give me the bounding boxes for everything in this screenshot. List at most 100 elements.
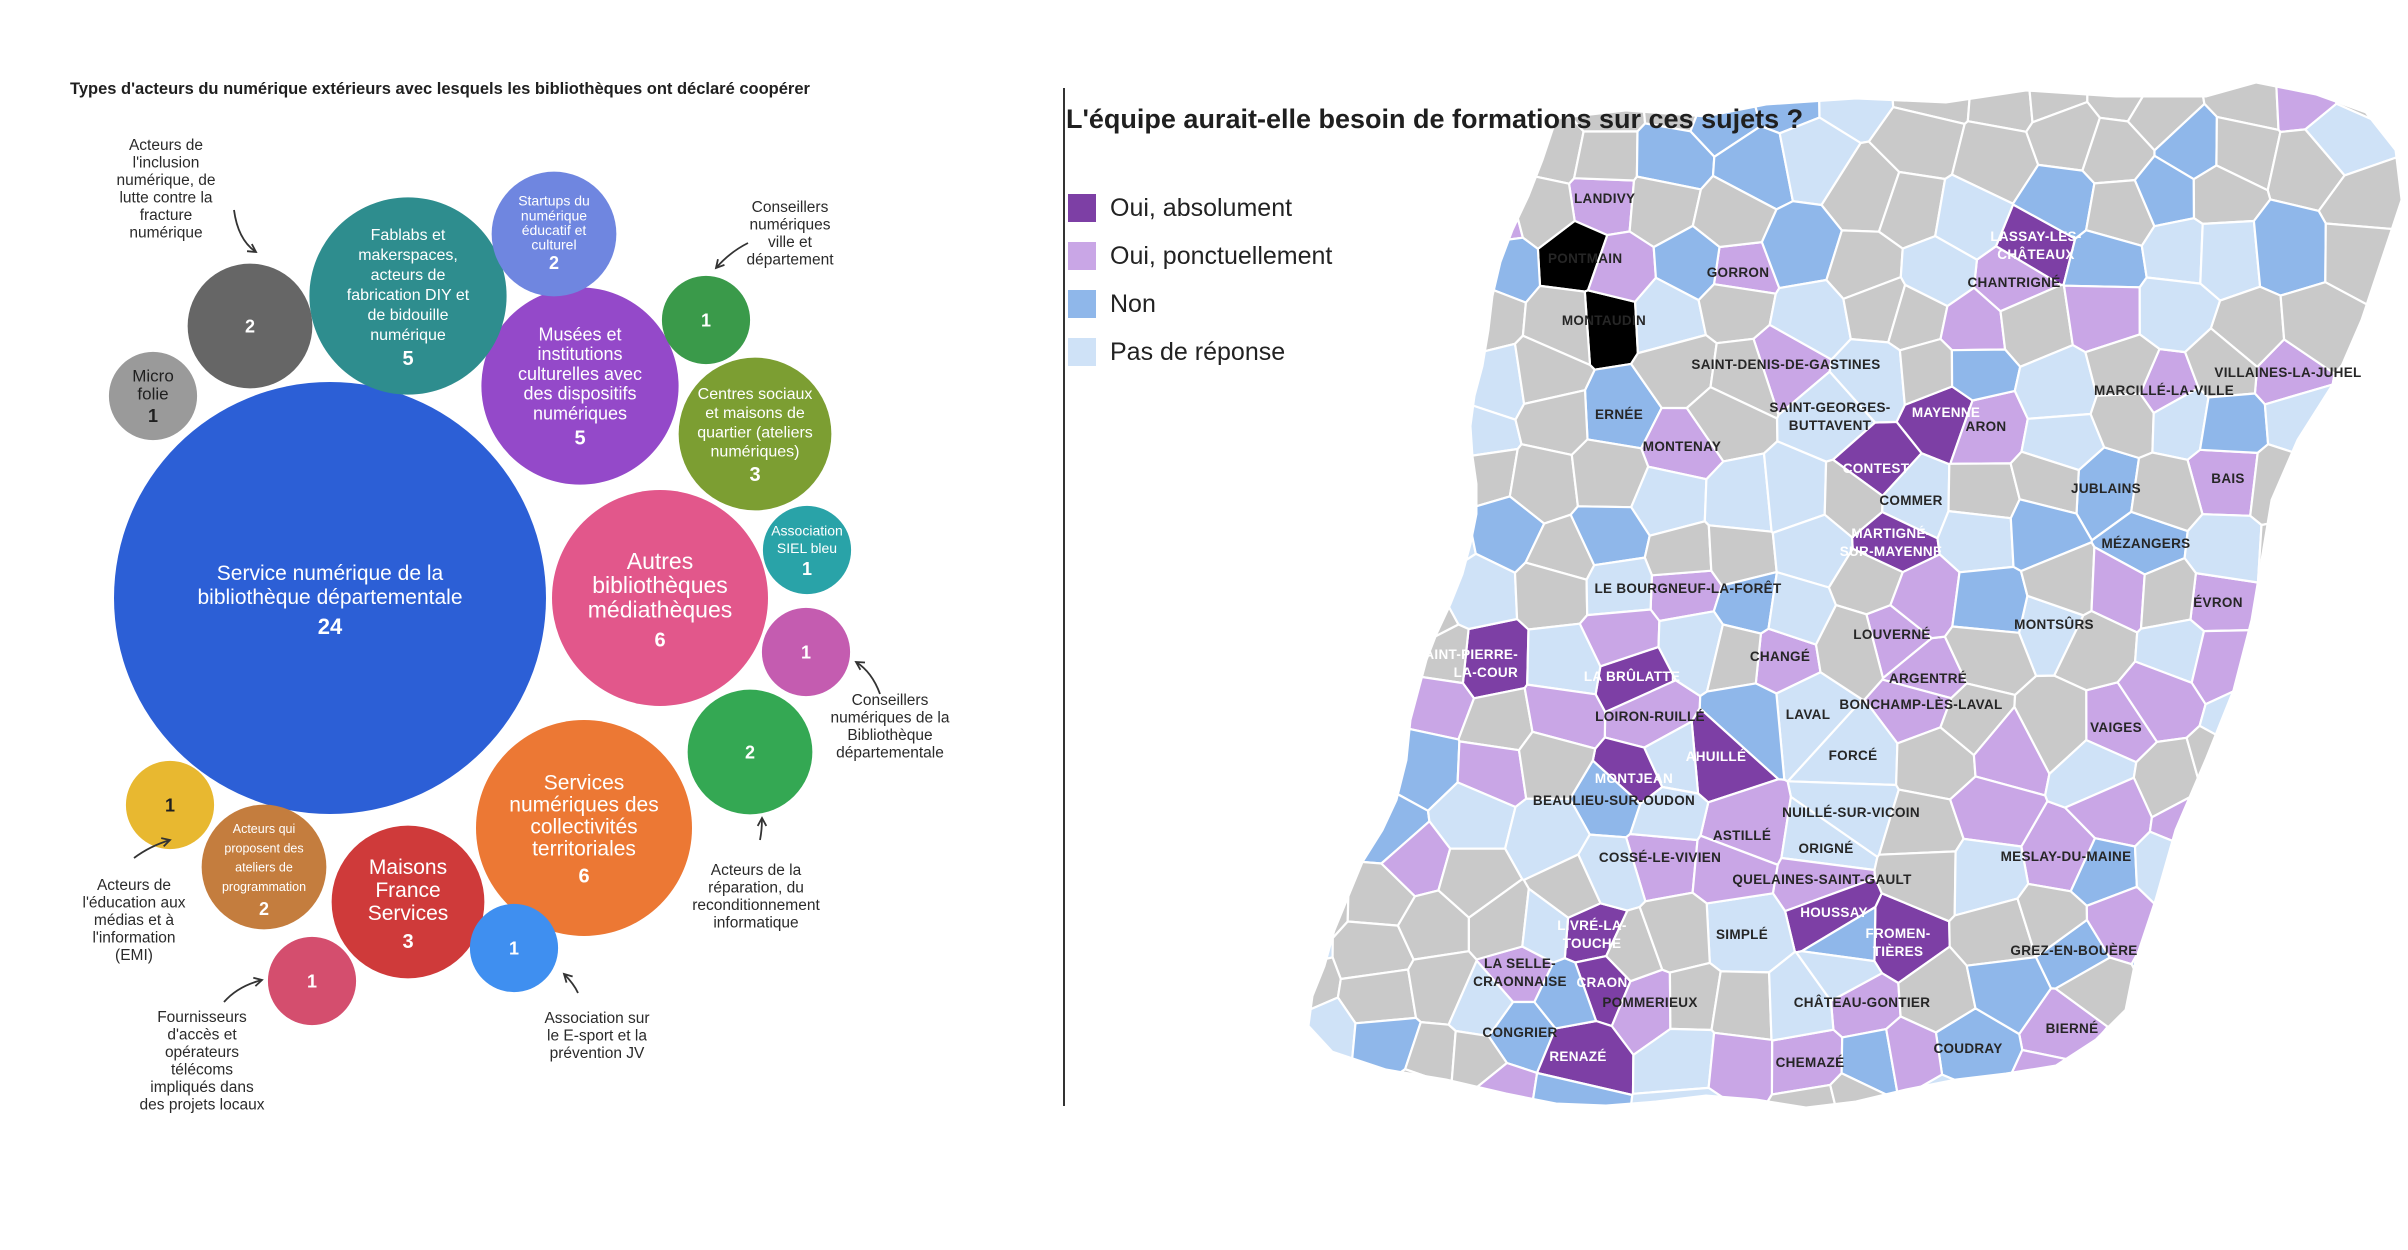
annotation-arrowhead	[253, 976, 264, 987]
bubble-label: SIEL bleu	[777, 540, 837, 556]
map-cell	[1319, 384, 1389, 463]
bubble-circle	[114, 382, 546, 814]
map-cell	[2256, 515, 2333, 613]
commune-label: VAIGES	[2090, 720, 2142, 735]
map-cell	[2325, 965, 2402, 1038]
map-cell	[1627, 1086, 1759, 1108]
annotation-arrow	[133, 839, 171, 859]
annotation-label: numérique	[129, 225, 202, 242]
commune-label: LE BOURGNEUF-LA-FORÊT	[1594, 581, 1781, 596]
annotation-label: Fournisseurs	[157, 1009, 247, 1026]
bubble-label: institutions	[537, 344, 622, 364]
commune-label: LA BRÛLATTE	[1584, 669, 1680, 684]
map-cell	[1389, 464, 1471, 534]
commune-label: MONTENAY	[1643, 439, 1721, 454]
map-cell	[1330, 185, 1396, 244]
map-cell	[1340, 612, 1405, 694]
legend-label: Non	[1110, 289, 1156, 318]
bubble-value: 5	[402, 348, 413, 370]
commune-label: GREZ-EN-BOUÈRE	[2010, 943, 2137, 958]
map-cell	[2139, 556, 2198, 630]
map-cell	[2084, 333, 2161, 397]
bubble-circle	[661, 275, 751, 365]
annotation-label: prévention JV	[550, 1045, 645, 1062]
bubble-value: 1	[307, 971, 317, 991]
bubble: Centres sociaux et maisons de quartier (at…	[678, 357, 832, 511]
legend-swatch	[1068, 338, 1096, 366]
map-cell	[1308, 378, 1345, 456]
annotation-arrow	[233, 209, 257, 253]
map-cell	[1466, 236, 1542, 304]
bubble-value: 3	[749, 464, 760, 486]
annotation-label: impliqués dans	[150, 1079, 254, 1096]
map-cell	[1334, 731, 1393, 819]
commune-label: MONTSÛRS	[2014, 617, 2094, 632]
map-cell	[2312, 848, 2402, 922]
map-cell	[2243, 971, 2329, 1055]
annotation-label: télécoms	[171, 1062, 233, 1079]
bubble: 1	[125, 760, 215, 850]
commune-label: FORCÉ	[1829, 748, 1878, 763]
commune-label: MAYENNE	[1912, 405, 1980, 420]
bubble-label: Maisons	[369, 856, 447, 879]
map-cell	[1308, 632, 1346, 691]
legend-label: Oui, ponctuellement	[1110, 241, 1333, 270]
map-cell	[2332, 1059, 2402, 1108]
commune-label: BEAULIEU-SUR-OUDON	[1533, 793, 1695, 808]
annotation-label: Acteurs de la	[711, 862, 802, 879]
bubble-label: bibliothèques	[592, 572, 728, 598]
annotation-label: (EMI)	[115, 947, 153, 964]
commune-label: MESLAY-DU-MAINE	[2001, 849, 2132, 864]
bubble-value: 2	[259, 899, 269, 919]
bubble-label: Centres sociaux	[698, 386, 813, 403]
commune-label: CONGRIER	[1482, 1025, 1557, 1040]
map-cell	[1814, 603, 1885, 701]
annotation-label: informatique	[713, 915, 798, 932]
bubble-value: 1	[801, 642, 811, 662]
bubble: 1	[761, 607, 851, 697]
map-cell	[2308, 442, 2402, 512]
bubble-value: 24	[318, 614, 343, 639]
commune-label: MÉZANGERS	[2102, 536, 2191, 551]
bubble-label: culturel	[531, 237, 576, 253]
bubble-value: 6	[654, 630, 665, 652]
bubble-label: makerspaces,	[358, 247, 458, 264]
commune-label: BAIS	[2211, 471, 2244, 486]
commune-label: SAINT-GEORGES-BUTTAVENT	[1769, 400, 1890, 433]
annotation-arrow	[223, 979, 263, 1003]
annotation-label: médias et à	[94, 912, 175, 929]
commune-label: ARGENTRÉ	[1889, 671, 1967, 686]
commune-label: ASTILLÉ	[1713, 828, 1771, 843]
annotation-label: l'éducation aux	[83, 895, 186, 912]
bubble-circle	[469, 903, 559, 993]
map-cell	[2263, 1020, 2352, 1096]
bubble-chart-panel: Types d'acteurs du numérique extérieurs …	[0, 0, 1060, 1250]
bubble-label: numériques des	[509, 794, 658, 817]
bubble-label: fabrication DIY et	[347, 287, 470, 304]
commune-label: JUBLAINS	[2071, 481, 2141, 496]
legend-swatch	[1068, 194, 1096, 222]
map-cell	[2252, 198, 2327, 297]
commune-label: AHUILLÉ	[1686, 749, 1747, 764]
annotation-label: l'inclusion	[133, 155, 200, 172]
annotation-label: ville et	[768, 234, 813, 251]
map-cell	[1950, 348, 2022, 402]
map-cell	[2264, 603, 2347, 693]
annotation-label: numérique, de	[116, 172, 215, 189]
bubble-label: quartier (ateliers	[697, 424, 813, 441]
commune-label: SIMPLÉ	[1716, 927, 1768, 942]
commune-label: MONTAUDIN	[1562, 313, 1646, 328]
legend-item-oui-absolument: Oui, absolument	[1068, 192, 1292, 224]
commune-label: QUELAINES-SAINT-GAULT	[1732, 872, 1912, 887]
bubble-label: Service numérique de la	[217, 562, 444, 585]
bubble: 1	[267, 936, 357, 1026]
map-cell	[1451, 342, 1526, 421]
bubble-label: numérique	[521, 207, 587, 223]
legend-swatch	[1068, 290, 1096, 318]
annotation-arrow	[563, 973, 579, 994]
map-cell	[1533, 957, 1598, 1030]
map-cell	[2251, 1063, 2336, 1108]
annotation-label: le E-sport et la	[547, 1028, 647, 1045]
bubble-value: 2	[745, 742, 755, 762]
bubble-label: Autres	[627, 548, 693, 574]
